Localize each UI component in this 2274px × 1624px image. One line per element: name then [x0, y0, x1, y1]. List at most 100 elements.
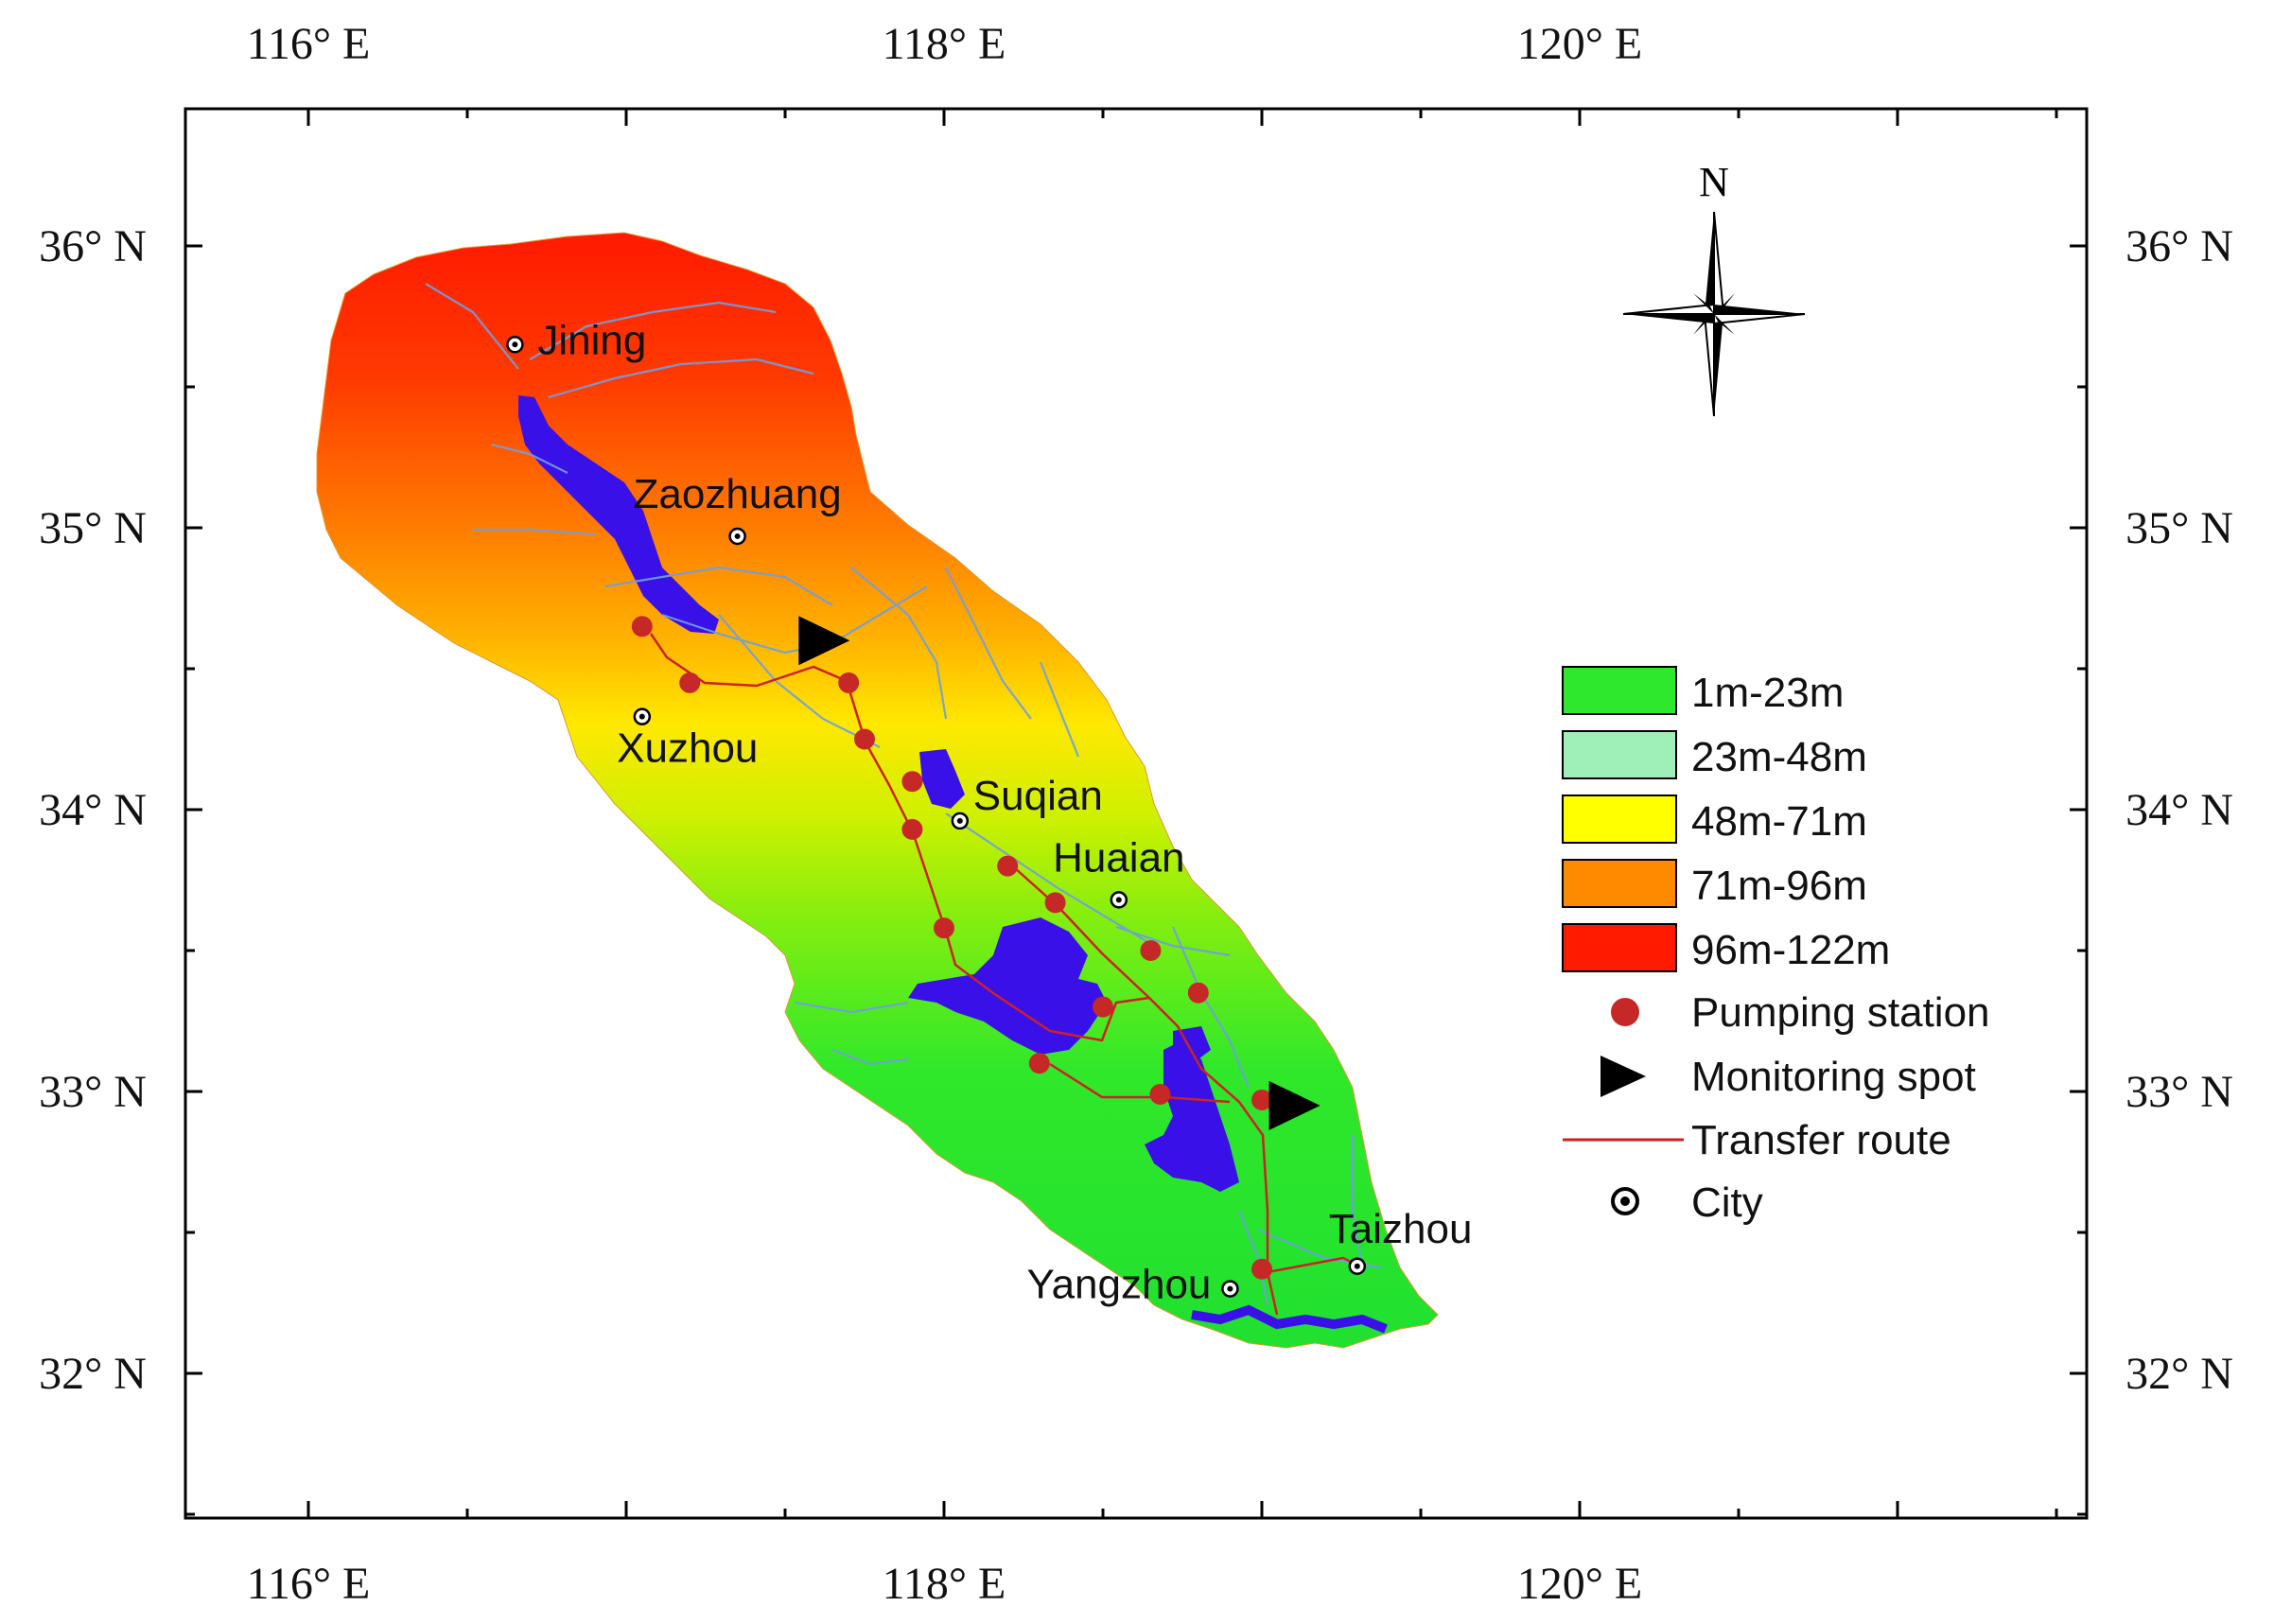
- city-label: Huaian: [1053, 834, 1184, 881]
- city-marker-center: [1354, 1263, 1360, 1269]
- monitoring-spot-marker: [1268, 1080, 1321, 1130]
- legend-swatch: [1562, 859, 1677, 908]
- city-label: Yangzhou: [1026, 1262, 1211, 1308]
- pumping-station-marker: [1187, 982, 1209, 1004]
- city-marker-center: [1115, 897, 1122, 903]
- pumping-station-marker: [1251, 1089, 1272, 1110]
- pumping-station-marker: [901, 771, 923, 793]
- legend-class-label: 1m-23m: [1691, 670, 1844, 716]
- lake-luoma: [919, 749, 965, 809]
- city-label: Taizhou: [1329, 1206, 1473, 1252]
- monitoring-spots: [798, 616, 1321, 1130]
- legend-class-label: 23m-48m: [1691, 734, 1867, 780]
- pumping-station-marker: [1044, 892, 1066, 914]
- lat-label-right: 34° N: [2125, 785, 2233, 835]
- city-marker-center: [734, 533, 741, 539]
- legend-label-pumping-station: Pumping station: [1691, 989, 1990, 1036]
- legend-label-transfer-route: Transfer route: [1691, 1117, 1951, 1163]
- lake-gaoyou: [1145, 1040, 1239, 1192]
- north-arrow-se: [1714, 314, 1735, 335]
- lake-nansi: [518, 395, 719, 634]
- legend-swatch: [1562, 666, 1677, 715]
- north-arrow-label: N: [1699, 159, 1729, 205]
- lat-label-right: 33° N: [2125, 1067, 2233, 1117]
- city-marker-center: [638, 713, 645, 720]
- pumping-station-marker: [997, 855, 1019, 877]
- city-marker-center: [1227, 1285, 1233, 1292]
- lon-label-top: 120° E: [1517, 19, 1643, 69]
- lat-label-left: 32° N: [39, 1349, 147, 1399]
- legend-city: City: [1611, 1179, 1763, 1226]
- legend-pumping-station: Pumping station: [1611, 989, 1990, 1036]
- pumping-station-marker: [1140, 940, 1162, 961]
- city-label: Suqian: [973, 773, 1103, 819]
- pumping-station-marker: [854, 728, 875, 750]
- pumping-station-marker: [631, 616, 653, 637]
- black-triangle-icon: [1601, 1056, 1646, 1097]
- rivers: [425, 283, 1382, 1306]
- pumping-station-marker: [1093, 996, 1113, 1018]
- axis-tick-labels: 116° E 116° E 118° E 118° E 120° E 120° E 36° …: [39, 19, 2233, 1609]
- north-arrow-e-light: [1713, 313, 1806, 325]
- north-arrow-w-dark: [1623, 314, 1714, 323]
- basin-elevation-area: [316, 232, 1439, 1349]
- pumping-station-marker: [838, 672, 860, 693]
- axis-ticks: [185, 109, 2087, 1518]
- city-label: Zaozhuang: [634, 471, 842, 517]
- pumping-station-marker: [1028, 1053, 1050, 1074]
- legend-label-city: City: [1691, 1179, 1763, 1226]
- north-arrow-n-light: [1713, 211, 1725, 315]
- lat-label-right: 32° N: [2125, 1349, 2233, 1399]
- lon-label-bottom: 116° E: [247, 1559, 371, 1609]
- legend-monitoring-spot: Monitoring spot: [1601, 1054, 1976, 1100]
- monitoring-spot-marker: [798, 616, 850, 666]
- north-arrow-s-dark: [1714, 314, 1723, 416]
- pumping-station-marker: [1149, 1083, 1171, 1105]
- legend-swatch: [1562, 795, 1677, 844]
- lat-label-left: 36° N: [39, 221, 147, 271]
- north-arrow: N: [1622, 159, 1806, 417]
- pumping-station-marker: [901, 818, 923, 840]
- lon-label-top: 118° E: [883, 19, 1006, 69]
- cities: Jining Zaozhuang Xuzhou Suqian Huaian Taizhou…: [506, 317, 1473, 1308]
- lat-label-left: 35° N: [39, 503, 147, 553]
- legend-transfer-route: Transfer route: [1563, 1117, 1951, 1163]
- city-marker-center: [512, 341, 518, 348]
- lat-label-right: 35° N: [2125, 503, 2233, 553]
- transfer-route: [649, 633, 1363, 1316]
- legend-elevation-classes: 1m-23m 23m-48m 48m-71m 71m-96m 96m-122m: [1562, 666, 1890, 973]
- lat-label-right: 36° N: [2125, 221, 2233, 271]
- map-frame: [184, 107, 2089, 1520]
- legend-class-label: 71m-96m: [1691, 863, 1867, 909]
- legend-class-label: 96m-122m: [1691, 927, 1890, 973]
- legend-label-monitoring-spot: Monitoring spot: [1691, 1054, 1976, 1100]
- pumping-station-marker: [934, 917, 954, 939]
- lat-label-left: 34° N: [39, 785, 147, 835]
- yangtze-river: [1191, 1304, 1388, 1334]
- lon-label-top: 116° E: [247, 19, 371, 69]
- city-marker-center: [956, 817, 963, 824]
- north-arrow-nw: [1693, 293, 1714, 314]
- lon-label-bottom: 118° E: [883, 1559, 1006, 1609]
- legend-class-label: 48m-71m: [1691, 798, 1867, 845]
- lat-label-left: 33° N: [39, 1067, 147, 1117]
- lon-label-bottom: 120° E: [1517, 1559, 1643, 1609]
- north-arrow-n-dark: [1705, 212, 1714, 314]
- north-arrow-w-light: [1622, 303, 1715, 315]
- north-arrow-sw: [1693, 314, 1714, 335]
- north-arrow-e-dark: [1714, 305, 1805, 314]
- north-arrow-ne: [1714, 293, 1735, 314]
- legend-swatch: [1562, 730, 1677, 779]
- legend-swatch: [1562, 923, 1677, 972]
- city-label: Jining: [537, 317, 646, 363]
- lake-hongze: [908, 917, 1107, 1055]
- legend: 1m-23m 23m-48m 48m-71m 71m-96m 96m-122m Pump…: [1562, 666, 1990, 1226]
- lakes: [518, 395, 1388, 1334]
- north-arrow-s-light: [1703, 313, 1715, 417]
- city-label: Xuzhou: [617, 725, 758, 772]
- red-dot-icon: [1611, 998, 1639, 1026]
- pumping-station-marker: [679, 672, 701, 693]
- city-dot-center-icon: [1620, 1196, 1630, 1206]
- pumping-station-marker: [1251, 1258, 1272, 1280]
